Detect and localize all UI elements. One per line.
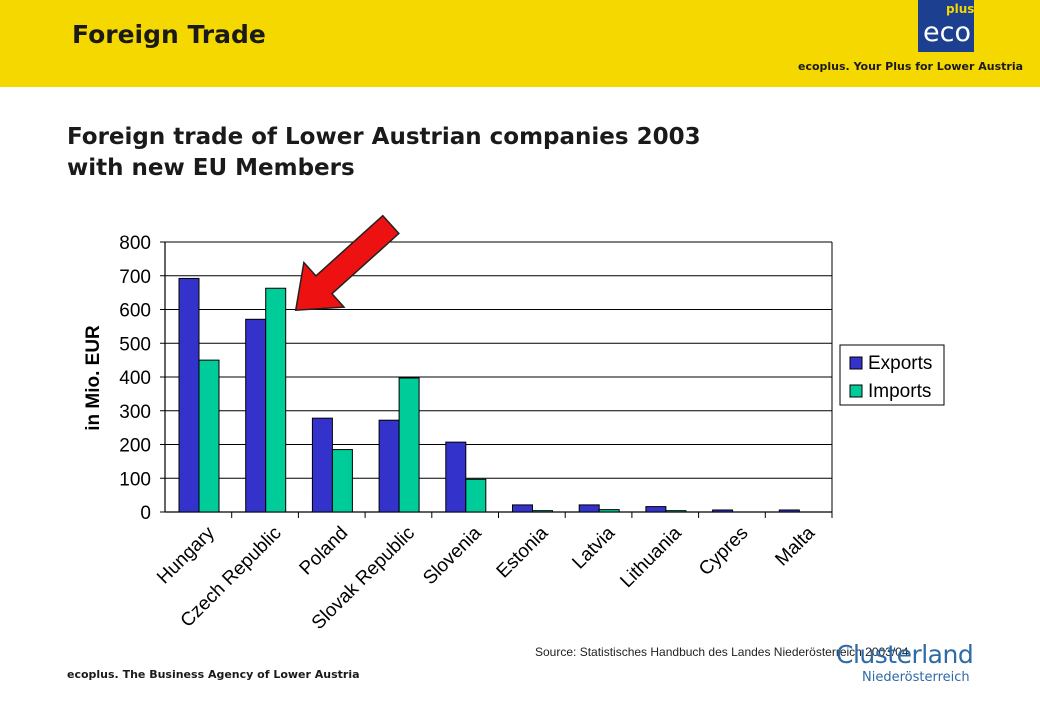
exports-bar-slovak-republic bbox=[378, 419, 400, 513]
exports-bar-slovenia bbox=[445, 441, 467, 513]
legend-swatch-imports bbox=[849, 384, 863, 398]
x-tick-label: Malta bbox=[771, 522, 819, 570]
y-tick-label: 300 bbox=[119, 402, 151, 423]
exports-bar-estonia bbox=[512, 504, 533, 513]
title-line-2: with new EU Members bbox=[67, 155, 355, 181]
legend-label-imports: Imports bbox=[868, 381, 931, 402]
y-tick-label: 600 bbox=[119, 301, 151, 322]
red-arrow-shape bbox=[294, 214, 400, 312]
tagline: ecoplus. Your Plus for Lower Austria bbox=[798, 60, 1024, 73]
clusterland-logo: Clusterland Niederösterreich bbox=[836, 640, 986, 690]
x-tick-label: Hungary bbox=[153, 522, 219, 588]
cluster-main-text: Clusterland bbox=[836, 640, 974, 669]
x-tick-label: Cypres bbox=[695, 523, 752, 580]
imports-bar-estonia bbox=[532, 510, 553, 513]
y-tick-label: 500 bbox=[119, 334, 151, 355]
legend-label-exports: Exports bbox=[868, 353, 932, 374]
x-tick-label: Lithuania bbox=[616, 522, 686, 592]
imports-bar-poland bbox=[331, 449, 353, 513]
y-tick-label: 400 bbox=[119, 368, 151, 389]
x-tick-label: Poland bbox=[296, 523, 353, 580]
imports-bar-hungary bbox=[198, 359, 220, 513]
exports-bar-latvia bbox=[578, 504, 600, 513]
exports-bar-hungary bbox=[178, 277, 200, 513]
y-tick-label: 0 bbox=[140, 503, 151, 524]
section-title: Foreign Trade bbox=[72, 20, 266, 49]
y-tick-label: 200 bbox=[119, 436, 151, 457]
x-tick-label: Latvia bbox=[568, 522, 619, 573]
y-tick-label: 800 bbox=[119, 233, 151, 254]
source-note: Source: Statistisches Handbuch des Lande… bbox=[535, 645, 909, 659]
imports-bar-slovak-republic bbox=[398, 377, 420, 513]
exports-bar-cypres bbox=[712, 509, 734, 513]
page-title: Foreign trade of Lower Austrian companie… bbox=[67, 122, 827, 184]
x-tick-label: Slovenia bbox=[419, 522, 486, 589]
header-band bbox=[0, 0, 1040, 87]
imports-bar-lithuania bbox=[665, 510, 687, 513]
y-tick-label: 700 bbox=[119, 267, 151, 288]
y-axis-label: in Mio. EUR bbox=[83, 325, 104, 431]
imports-bar-slovenia bbox=[465, 478, 487, 513]
logo-plus-text: plus bbox=[946, 2, 975, 16]
imports-bar-latvia bbox=[598, 509, 620, 513]
y-tick-label: 100 bbox=[119, 469, 151, 490]
title-line-1: Foreign trade of Lower Austrian companie… bbox=[67, 124, 701, 150]
footer-agency: ecoplus. The Business Agency of Lower Au… bbox=[67, 668, 360, 681]
exports-bar-lithuania bbox=[645, 506, 667, 513]
ecoplus-logo: plus eco bbox=[918, 0, 974, 52]
logo-eco-text: eco bbox=[923, 17, 971, 48]
exports-bar-malta bbox=[778, 509, 800, 513]
cluster-sub-text: Niederösterreich bbox=[862, 670, 970, 685]
red-arrow-annotation bbox=[294, 214, 400, 312]
x-tick-label: Estonia bbox=[493, 522, 553, 582]
exports-bar-czech-republic bbox=[245, 318, 267, 513]
legend-swatch-exports bbox=[849, 356, 863, 370]
exports-bar-poland bbox=[311, 417, 333, 513]
imports-bar-czech-republic bbox=[265, 287, 287, 513]
